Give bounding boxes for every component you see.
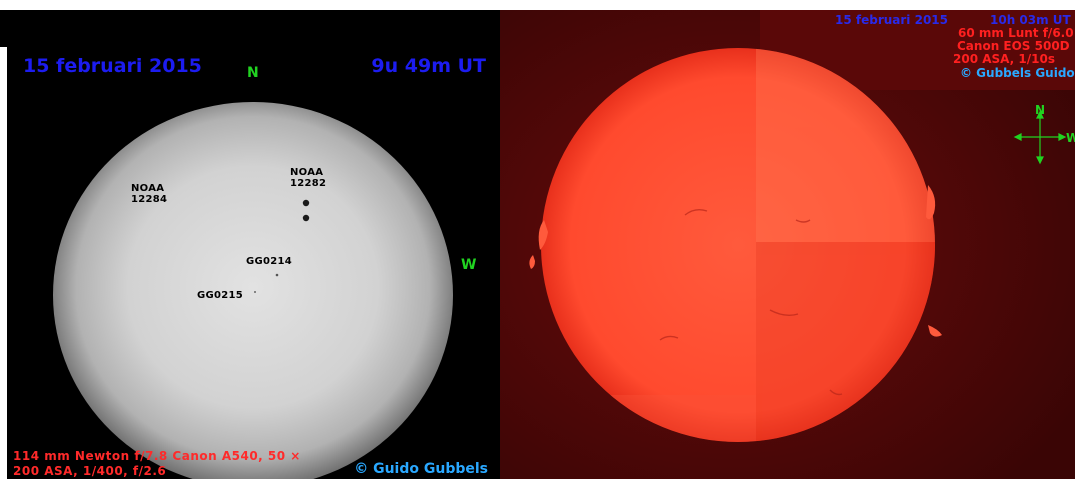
white-light-sun-disk: [53, 102, 453, 479]
compass-icon: [1013, 110, 1067, 165]
halpha-sun-disk: [500, 10, 1075, 479]
compass-west-label: W: [1066, 131, 1075, 145]
right-exposure-label: 200 ASA, 1/10s: [953, 52, 1055, 66]
right-time-label: 10h 03m UT: [990, 13, 1071, 27]
right-date-label: 15 februari 2015: [835, 13, 948, 27]
sunspot-label-gg0215: GG0215: [197, 290, 244, 301]
sunspot: [254, 291, 256, 293]
north-label: N: [247, 65, 259, 81]
left-date-label: 15 februari 2015: [23, 55, 202, 77]
left-copyright: © Guido Gubbels: [354, 461, 488, 477]
compass-north-label: N: [1035, 103, 1046, 117]
left-caption-line1: 114 mm Newton f/7.8 Canon A540, 50 ×: [13, 449, 301, 463]
sunspot: [302, 199, 310, 207]
sunspot-label-noaa-12282: NOAA 12282: [290, 167, 327, 189]
white-light-sun-image: 15 februari 2015 9u 49m UT N W NOAA 1228…: [7, 47, 500, 479]
right-copyright: © Gubbels Guido: [960, 66, 1075, 80]
left-caption-line2: 200 ASA, 1/400, f/2.6: [13, 464, 167, 478]
left-time-label: 9u 49m UT: [371, 55, 486, 77]
sunspot: [275, 273, 279, 277]
right-telescope-label: 60 mm Lunt f/6.0: [958, 26, 1074, 40]
west-label: W: [461, 257, 477, 273]
halpha-sun-image: 15 februari 2015 10h 03m UT 60 mm Lunt f…: [500, 10, 1075, 479]
right-camera-label: Canon EOS 500D: [957, 39, 1070, 53]
sunspot-label-noaa-12284: NOAA 12284: [131, 183, 168, 205]
sunspot-label-gg0214: GG0214: [246, 256, 293, 267]
sunspot: [302, 214, 310, 222]
